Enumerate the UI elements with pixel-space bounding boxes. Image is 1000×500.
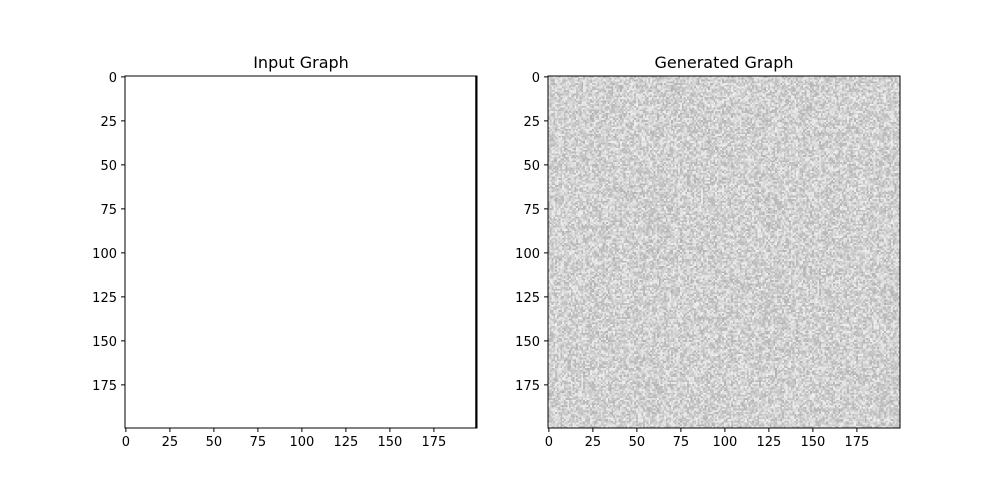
y-tick-label: 100 [92,247,117,262]
y-tick-label: 75 [523,203,540,218]
x-tick-label: 100 [712,435,737,450]
chart-title: Input Graph [253,53,349,72]
heatmap-image [125,76,477,428]
x-tick-label: 50 [629,435,646,450]
y-tick-label: 125 [92,291,117,306]
x-tick-label: 150 [800,435,825,450]
y-tick-label: 25 [523,115,540,130]
y-tick-label: 75 [100,203,117,218]
subplot-1: Input Graph 0 25 50 75 100 125 150 175 0 25 50 75 100… [92,53,478,450]
y-tick-label: 0 [109,71,117,86]
x-tick-label: 75 [673,435,690,450]
x-tick-label: 175 [421,435,446,450]
x-tick-label: 25 [162,435,179,450]
y-tick-label: 150 [515,335,540,350]
heatmap-image [548,76,900,428]
x-tick-label: 125 [756,435,781,450]
y-tick-label: 125 [515,291,540,306]
x-tick-label: 175 [844,435,869,450]
y-tick-label: 175 [92,379,117,394]
subplot-2: Generated Graph 0 25 50 75 100 125 150 175 0 25 50 7… [515,53,901,450]
y-tick-label: 100 [515,247,540,262]
y-tick-label: 0 [532,71,540,86]
x-tick-label: 50 [206,435,223,450]
y-tick-label: 50 [100,159,117,174]
chart-title: Generated Graph [654,53,793,72]
y-tick-label: 50 [523,159,540,174]
y-tick-label: 150 [92,335,117,350]
x-tick-label: 100 [289,435,314,450]
x-tick-label: 125 [333,435,358,450]
x-tick-label: 75 [250,435,267,450]
axes-frame [547,75,901,429]
axes-frame [124,75,478,429]
y-tick-label: 25 [100,115,117,130]
x-tick-label: 150 [377,435,402,450]
x-tick-label: 0 [545,435,553,450]
x-tick-label: 0 [122,435,130,450]
y-tick-label: 175 [515,379,540,394]
x-tick-label: 25 [585,435,602,450]
heatmap-edge-column [475,76,477,428]
